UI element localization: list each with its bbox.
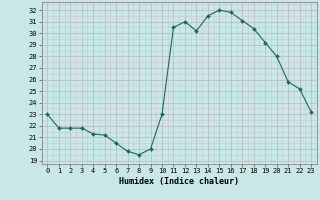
X-axis label: Humidex (Indice chaleur): Humidex (Indice chaleur) [119,177,239,186]
